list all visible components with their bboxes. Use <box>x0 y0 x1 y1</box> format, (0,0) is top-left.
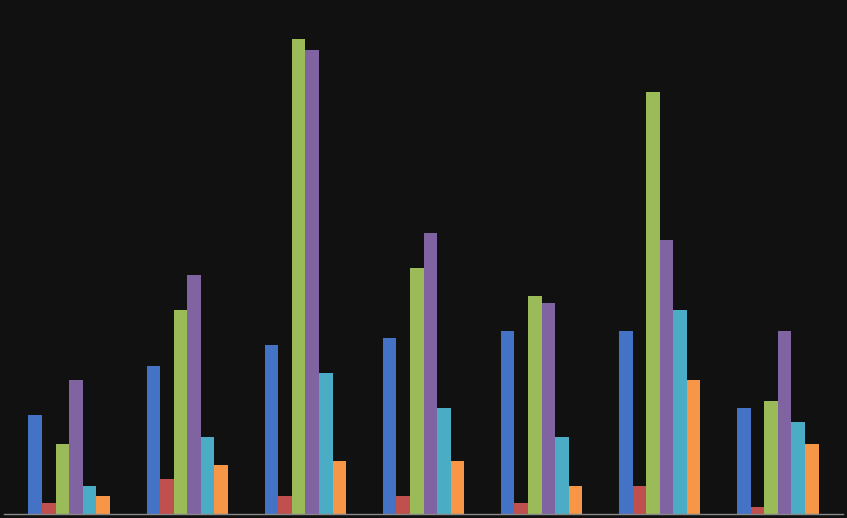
Bar <box>147 366 160 514</box>
Bar <box>333 461 346 514</box>
Bar <box>541 303 555 514</box>
Bar <box>791 423 805 514</box>
Bar <box>278 496 292 514</box>
Bar <box>83 486 97 514</box>
Bar <box>56 443 69 514</box>
Bar <box>264 345 278 514</box>
Bar <box>646 92 660 514</box>
Bar <box>319 373 333 514</box>
Bar <box>306 50 319 514</box>
Bar <box>187 275 201 514</box>
Bar <box>555 437 569 514</box>
Bar <box>97 496 110 514</box>
Bar <box>805 443 818 514</box>
Bar <box>619 331 633 514</box>
Bar <box>737 408 750 514</box>
Bar <box>424 233 437 514</box>
Bar <box>383 338 396 514</box>
Bar <box>396 496 410 514</box>
Bar <box>750 507 764 514</box>
Bar <box>451 461 464 514</box>
Bar <box>514 503 528 514</box>
Bar <box>569 486 583 514</box>
Bar <box>292 39 306 514</box>
Bar <box>528 296 541 514</box>
Bar <box>660 240 673 514</box>
Bar <box>778 331 791 514</box>
Bar <box>174 310 187 514</box>
Bar <box>633 486 646 514</box>
Bar <box>69 380 83 514</box>
Bar <box>42 503 56 514</box>
Bar <box>29 415 42 514</box>
Bar <box>687 380 700 514</box>
Bar <box>501 331 514 514</box>
Bar <box>410 268 424 514</box>
Bar <box>673 310 687 514</box>
Bar <box>437 408 451 514</box>
Bar <box>214 465 228 514</box>
Bar <box>160 479 174 514</box>
Bar <box>764 401 778 514</box>
Bar <box>201 437 214 514</box>
